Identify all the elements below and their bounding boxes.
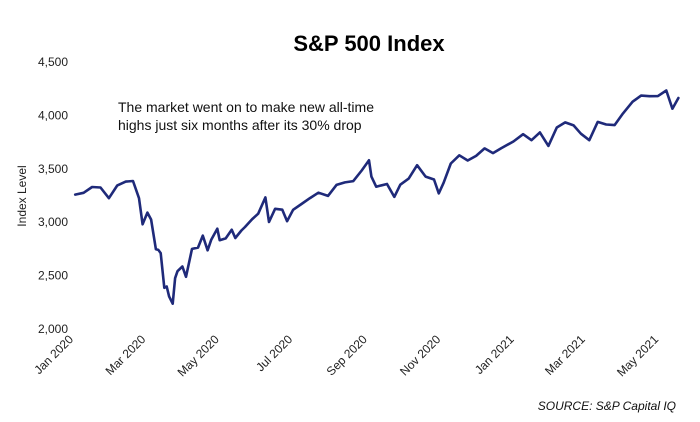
annotation-line: The market went on to make new all-time [118, 99, 374, 115]
annotation: The market went on to make new all-time h… [118, 99, 374, 133]
x-tick-label: May 2021 [614, 332, 661, 379]
y-tick-label: 2,000 [38, 322, 68, 336]
x-tick-label: Mar 2020 [103, 332, 149, 378]
x-tick-label: Nov 2020 [397, 332, 443, 378]
x-tick-label: Jul 2020 [253, 332, 295, 374]
y-axis-ticks: 2,000 2,500 3,000 3,500 4,000 4,500 [38, 55, 68, 336]
y-tick-label: 3,500 [38, 162, 68, 176]
x-tick-label: Sep 2020 [324, 332, 370, 378]
annotation-line: highs just six months after its 30% drop [118, 117, 362, 133]
chart-title: S&P 500 Index [293, 31, 445, 56]
series-group [73, 89, 680, 306]
series-line [73, 89, 680, 306]
y-tick-label: 4,500 [38, 55, 68, 69]
x-tick-label: Jan 2020 [31, 332, 76, 377]
x-tick-label: Jan 2021 [472, 332, 517, 377]
y-tick-label: 3,000 [38, 215, 68, 229]
y-tick-label: 2,500 [38, 269, 68, 283]
x-tick-label: May 2020 [175, 332, 222, 379]
x-axis-ticks: Jan 2020 Mar 2020 May 2020 Jul 2020 Sep 2020… [31, 332, 661, 379]
y-axis-label: Index Level [15, 165, 29, 226]
source-note: SOURCE: S&P Capital IQ [538, 399, 676, 413]
x-tick-label: Mar 2021 [542, 332, 588, 378]
y-tick-label: 4,000 [38, 108, 68, 122]
